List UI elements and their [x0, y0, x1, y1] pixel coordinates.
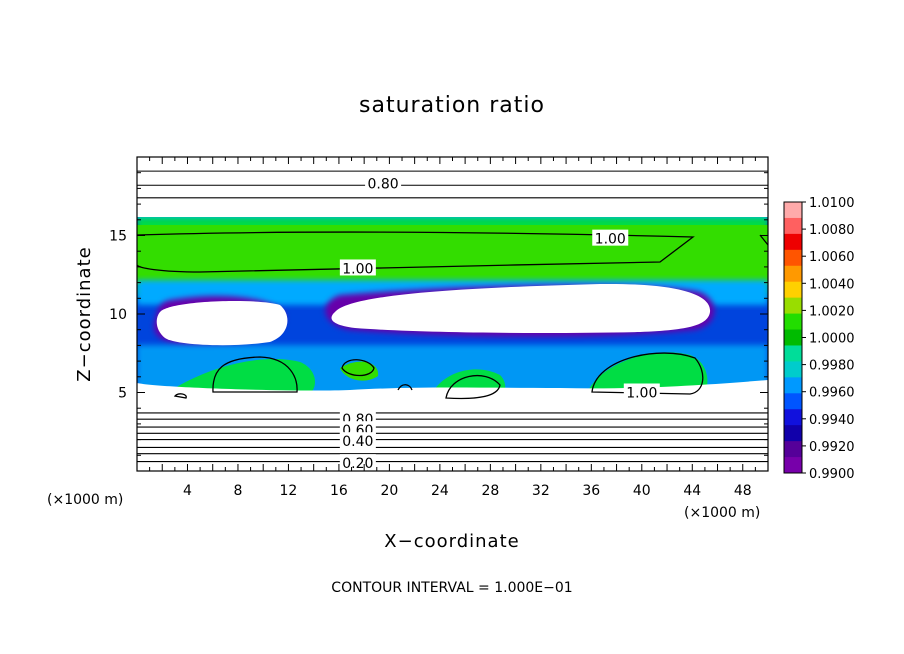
colorbar-swatch [784, 409, 802, 426]
contour-line-small-b [173, 393, 187, 399]
contour-label-6: 0.40 [342, 434, 373, 450]
colorbar-label: 0.9980 [809, 359, 855, 374]
colorbar: 1.0100 1.0080 1.0060 1.0040 1.0020 1.0000 0.99… [783, 196, 855, 482]
contour-label-1: 1.00 [595, 232, 626, 248]
x-tick-label: 16 [330, 483, 348, 499]
x-tick-label: 48 [734, 483, 752, 499]
colorbar-swatch [784, 233, 802, 251]
colorbar-swatch [784, 393, 802, 410]
colorbar-swatch [784, 345, 802, 362]
colorbar-swatch [784, 329, 802, 346]
y-tick-label: 10 [109, 307, 127, 323]
contour-line-cell-d [591, 352, 704, 395]
y-tick-label: 15 [109, 229, 127, 245]
contour-label-3: 1.00 [626, 386, 657, 402]
y-axis-unit: (×1000 m) [47, 492, 123, 508]
colorbar-label: 0.9900 [809, 467, 855, 482]
colorbar-label: 0.9960 [809, 386, 855, 401]
x-tick-label: 36 [582, 483, 600, 499]
contour-label-bg-2 [339, 259, 376, 276]
field-dry-lower-region [137, 380, 768, 471]
horizontal-contours [137, 170, 768, 463]
contour-label-0: 0.80 [368, 177, 399, 193]
field-dry-pocket-right [331, 283, 711, 333]
contour-line-edge [759, 234, 768, 246]
colorbar-swatch [784, 425, 802, 442]
colorbar-label: 1.0020 [809, 304, 855, 319]
y-axis-label: Z−coordinate [74, 246, 95, 381]
y-tick-label: 5 [118, 386, 127, 402]
colorbar-swatch [784, 217, 802, 235]
colorbar-swatch [784, 202, 802, 219]
chart-title: saturation ratio [359, 93, 545, 118]
x-tick-label: 24 [431, 483, 449, 499]
colorbar-label: 1.0100 [809, 196, 855, 211]
x-axis-label: X−coordinate [384, 531, 519, 552]
x-tick-label: 12 [280, 483, 298, 499]
colorbar-label: 0.9920 [809, 440, 855, 455]
contour-label-bg-0 [365, 174, 402, 191]
colorbar-swatch [784, 457, 802, 474]
x-tick-label: 28 [481, 483, 499, 499]
contour-label-7: 0.20 [342, 456, 373, 472]
colorbar-label: 0.9940 [809, 413, 855, 428]
x-axis-unit: (×1000 m) [684, 505, 760, 521]
x-tick-label: 8 [233, 483, 242, 499]
colorbar-swatch [784, 249, 802, 267]
field-upper-green-core [137, 225, 768, 285]
contour-label-bg-6 [339, 432, 376, 449]
colorbar-label: 1.0080 [809, 223, 855, 238]
x-tick-label: 40 [633, 483, 651, 499]
colorbar-swatch [784, 297, 802, 315]
contour-line-cell-b [341, 359, 375, 377]
contour-label-bg-7 [339, 454, 376, 471]
contour-line-cell-c [445, 374, 501, 400]
x-tick-label: 32 [532, 483, 550, 499]
contour-label-bg-1 [592, 229, 629, 246]
contour-line-cell-a [212, 356, 298, 393]
x-tick-label: 44 [683, 483, 701, 499]
contour-labels: 0.801.001.001.000.800.600.400.20 [339, 174, 660, 472]
colorbar-label: 1.0040 [809, 277, 855, 292]
contour-label-2: 1.00 [342, 261, 373, 277]
colorbar-swatch [784, 281, 802, 299]
contour-lines [137, 231, 768, 400]
contour-interval-note: CONTOUR INTERVAL = 1.000E−01 [331, 580, 572, 596]
contour-line-small-a [397, 384, 413, 391]
contour-label-bg-3 [623, 383, 660, 400]
colorbar-swatch [784, 361, 802, 378]
field-dry-pocket-left [156, 300, 288, 346]
colorbar-swatch [784, 265, 802, 283]
x-tick-label: 4 [183, 483, 192, 499]
field-dry-upper-region [137, 157, 768, 217]
field-cell-b [340, 361, 379, 381]
colorbar-label: 1.0060 [809, 250, 855, 265]
contour-line-upper-loop [137, 231, 695, 273]
colorbar-swatch [784, 313, 802, 331]
colorbar-label: 1.0000 [809, 332, 855, 347]
saturation-field [137, 157, 768, 471]
colorbar-swatch [784, 377, 802, 394]
x-tick-label: 20 [380, 483, 398, 499]
colorbar-swatch [784, 441, 802, 458]
